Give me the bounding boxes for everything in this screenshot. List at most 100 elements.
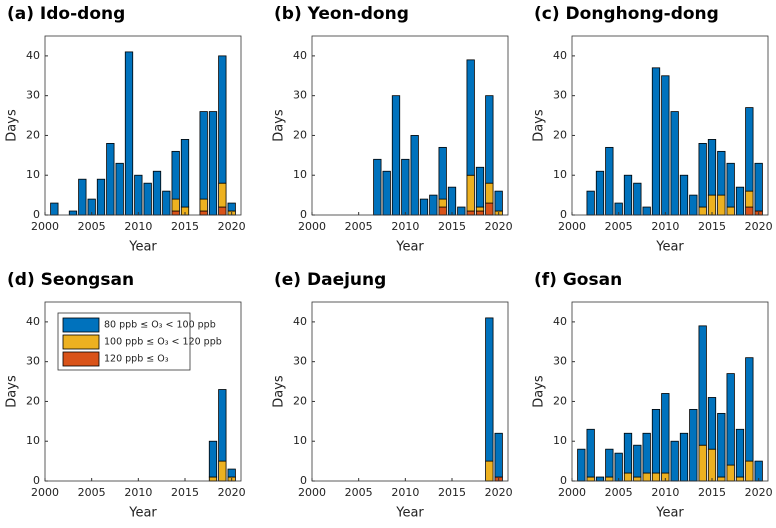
axes-box <box>311 301 509 482</box>
bar-segment <box>726 162 735 208</box>
y-tick-label: 0 <box>300 208 307 221</box>
x-tick-label: 2020 <box>745 486 773 499</box>
panel-title: (a) Ido-dong <box>7 4 125 24</box>
panel: (a) Ido-dong Year Days 0 10 20 30 40 2000 2005 201… <box>5 4 246 255</box>
y-tick-label: 40 <box>293 49 307 62</box>
x-tick-label: 2000 <box>298 220 326 233</box>
bar-segment <box>605 146 614 216</box>
bar-segment <box>726 373 735 466</box>
bar-segment <box>698 325 707 446</box>
bar-segment <box>494 190 503 212</box>
bar-segment <box>735 428 745 478</box>
y-tick-label: 10 <box>553 434 567 447</box>
y-tick-label: 0 <box>33 208 40 221</box>
x-tick-label: 2005 <box>78 486 106 499</box>
bar-segment <box>745 357 754 462</box>
y-tick-label: 30 <box>553 89 567 102</box>
bar-segment <box>429 194 438 216</box>
y-axis-label: Days <box>5 109 20 142</box>
panel: (f) Gosan Year Days 0 10 20 30 40 2000 2005 2010 20… <box>532 270 773 521</box>
x-tick-label: 2010 <box>391 220 419 233</box>
bar-segment <box>218 460 227 482</box>
bar-segment <box>717 476 726 482</box>
bar-segment <box>78 178 87 216</box>
bar-segment <box>218 389 227 462</box>
y-tick-label: 0 <box>560 474 567 487</box>
x-tick-label: 2005 <box>78 220 106 233</box>
x-tick-label: 2015 <box>438 220 466 233</box>
bar-segment <box>642 472 651 482</box>
x-tick-label: 2020 <box>485 486 513 499</box>
bar-segment <box>623 432 633 474</box>
bar-segment <box>717 194 726 216</box>
bar-segment <box>466 210 475 216</box>
bar-segment <box>485 460 494 482</box>
bar-segment <box>401 158 410 216</box>
x-tick-label: 2005 <box>605 220 633 233</box>
y-tick-label: 10 <box>293 168 307 181</box>
bar-segment <box>124 51 134 216</box>
bar-segment <box>670 440 679 482</box>
bar-segment <box>651 472 661 482</box>
bar-segment <box>651 67 661 216</box>
bar-segment <box>595 170 605 216</box>
bar-segment <box>605 448 614 478</box>
bar-segment <box>494 432 503 478</box>
bar-segment <box>642 206 651 216</box>
bar-segment <box>485 202 494 216</box>
y-axis-label: Days <box>532 375 547 408</box>
bar-segment <box>745 107 754 192</box>
x-tick-label: 2000 <box>31 220 59 233</box>
x-tick-label: 2020 <box>485 220 513 233</box>
x-tick-label: 2015 <box>698 220 726 233</box>
bar-segment <box>698 206 707 216</box>
bar-segment <box>162 190 171 216</box>
bar-segment <box>152 170 162 216</box>
axes-box <box>571 35 769 216</box>
bar-segment <box>438 146 447 200</box>
bar-segment <box>180 139 190 208</box>
bar-segment <box>586 428 595 478</box>
x-tick-label: 2010 <box>124 220 152 233</box>
bar-segment <box>410 135 419 216</box>
bar-segment <box>218 206 227 216</box>
x-axis-label: Year <box>655 506 684 521</box>
bar-segment <box>227 468 236 478</box>
x-tick-label: 2000 <box>298 486 326 499</box>
bar-segment <box>208 111 218 216</box>
bar-segment <box>68 210 78 216</box>
x-axis-label: Year <box>128 240 157 255</box>
bar-segment <box>419 198 429 216</box>
bar-segment <box>485 182 494 204</box>
bar-segment <box>577 448 586 482</box>
bar-segment <box>698 444 707 482</box>
bar-segment <box>438 206 447 216</box>
panel-title: (c) Donghong-dong <box>534 4 719 24</box>
x-tick-label: 2015 <box>171 486 199 499</box>
y-axis-label: Days <box>5 375 20 408</box>
x-tick-label: 2015 <box>698 486 726 499</box>
bar-segment <box>586 476 595 482</box>
bar-segment <box>679 432 689 482</box>
x-tick-label: 2000 <box>31 486 59 499</box>
panel-title: (f) Gosan <box>534 270 622 290</box>
bar-segment <box>707 139 717 196</box>
y-tick-label: 10 <box>26 434 40 447</box>
bar-segment <box>605 476 614 482</box>
x-tick-label: 2015 <box>438 486 466 499</box>
axes-box <box>311 35 509 216</box>
axes-box <box>44 301 242 482</box>
bar-segment <box>171 198 180 212</box>
bar-segment <box>171 210 180 216</box>
y-tick-label: 40 <box>293 315 307 328</box>
bar-segment <box>382 170 391 216</box>
legend-label: 100 ppb ≤ O₃ < 120 ppb <box>104 337 222 348</box>
bar-segment <box>391 95 401 216</box>
y-tick-label: 20 <box>293 394 307 407</box>
y-tick-label: 30 <box>553 355 567 368</box>
x-tick-label: 2000 <box>558 486 586 499</box>
bar-segment <box>438 198 447 208</box>
y-tick-label: 20 <box>553 394 567 407</box>
x-tick-label: 2005 <box>345 486 373 499</box>
